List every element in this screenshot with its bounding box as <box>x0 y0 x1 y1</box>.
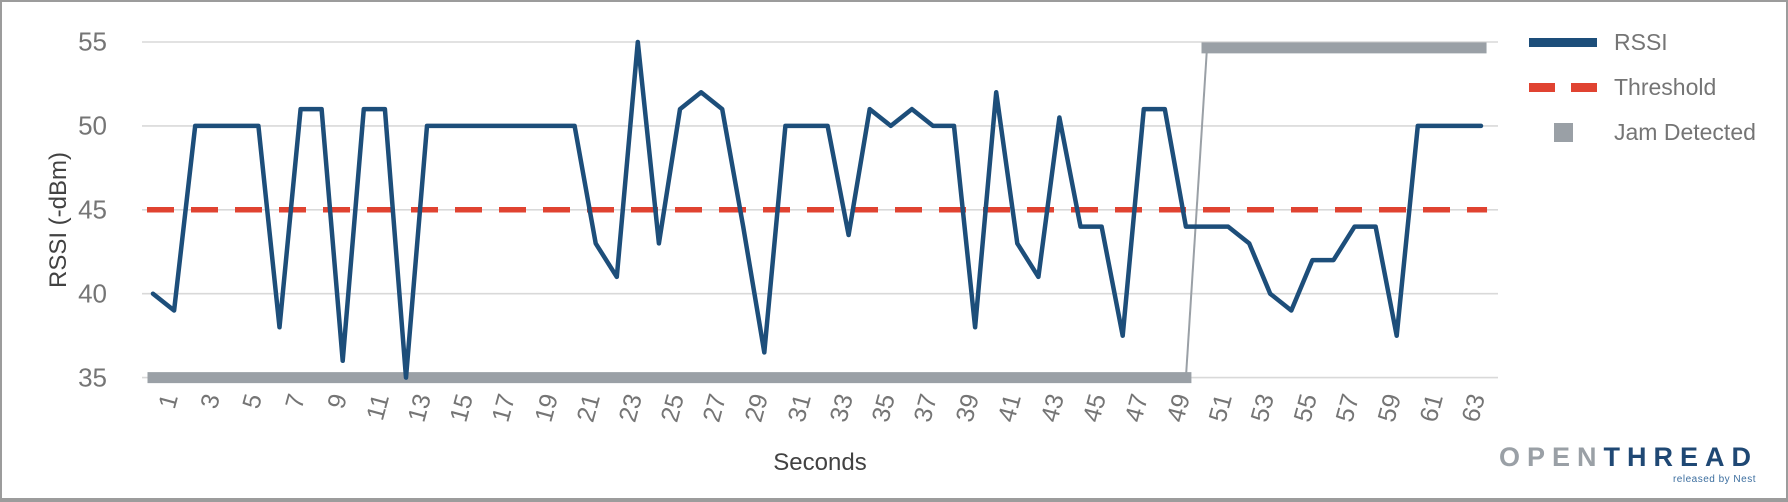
y-tick-label: 50 <box>78 110 107 141</box>
y-tick-label: 45 <box>78 194 107 225</box>
legend-label-jam: Jam Detected <box>1614 119 1756 145</box>
logo-open-text: OPEN <box>1498 442 1604 472</box>
y-tick-label: 55 <box>78 26 107 57</box>
jam-square-swatch-icon <box>1529 123 1597 142</box>
openthread-wordmark: OPENTHREAD <box>1499 442 1758 473</box>
legend-item-jam: Jam Detected <box>1529 110 1756 155</box>
legend-item-rssi: RSSI <box>1529 20 1756 65</box>
jam-detected-series <box>147 42 1487 384</box>
logo-tagline: released by Nest <box>1672 474 1756 485</box>
legend-label-threshold: Threshold <box>1614 74 1717 100</box>
legend-label-rssi: RSSI <box>1614 29 1668 55</box>
rssi-line-swatch-icon <box>1529 38 1597 47</box>
openthread-logo: OPENTHREAD released by Nest <box>1499 442 1758 485</box>
rssi-line <box>150 39 1484 380</box>
x-axis-title: Seconds <box>773 449 867 476</box>
y-axis-title: RSSI (-dBm) <box>45 151 72 289</box>
logo-thread-text: THREAD <box>1603 442 1758 472</box>
chart-legend: RSSI Threshold Jam Detected <box>1529 20 1756 155</box>
y-tick-label: 35 <box>78 362 107 393</box>
y-tick-label: 40 <box>78 278 107 309</box>
threshold-dash-swatch-icon <box>1529 83 1597 92</box>
legend-item-threshold: Threshold <box>1529 65 1756 110</box>
